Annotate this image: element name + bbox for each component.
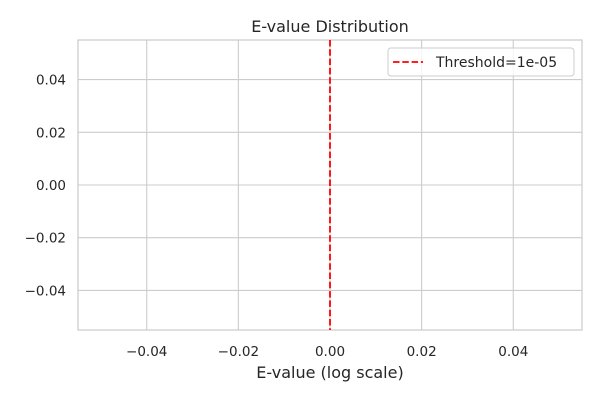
x-tick-label: 0.04 [498,344,528,360]
x-tick-label: −0.04 [126,344,167,360]
x-axis-label: E-value (log scale) [256,363,403,382]
y-tick-label: −0.04 [25,283,66,299]
legend-threshold-label: Threshold=1e-05 [435,55,557,71]
legend-box [387,47,575,77]
y-tick-label: 0.02 [36,125,66,141]
legend: Threshold=1e-05 [387,47,575,77]
y-tick-label: 0.04 [36,73,66,89]
x-tick-label: 0.02 [407,344,437,360]
y-tick-label: 0.00 [36,178,66,194]
y-tick-labels: 0.04 0.02 0.00 −0.02 −0.04 [25,73,66,300]
x-tick-label: 0.00 [315,344,345,360]
x-tick-labels: −0.04 −0.02 0.00 0.02 0.04 [126,344,528,360]
chart-title: E-value Distribution [251,17,409,36]
y-tick-label: −0.02 [25,231,66,247]
x-tick-label: −0.02 [218,344,259,360]
